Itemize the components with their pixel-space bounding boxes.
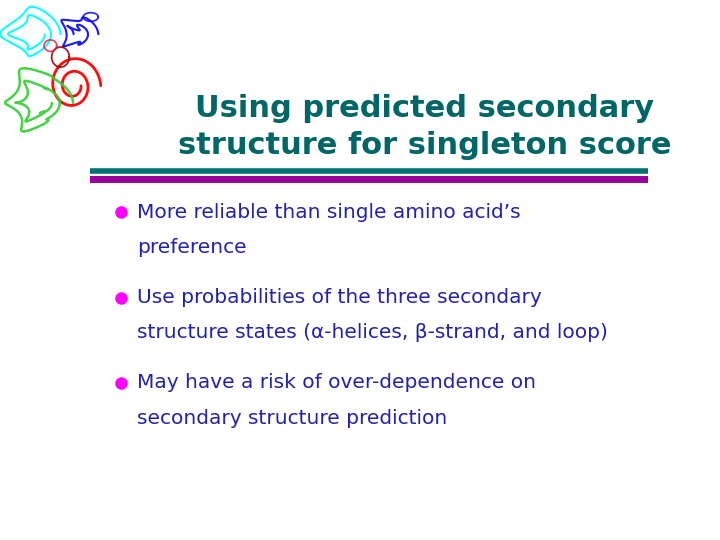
- Text: secondary structure prediction: secondary structure prediction: [138, 409, 448, 428]
- Text: preference: preference: [138, 238, 247, 257]
- Text: More reliable than single amino acid’s: More reliable than single amino acid’s: [138, 203, 521, 222]
- Text: structure states (α-helices, β-strand, and loop): structure states (α-helices, β-strand, a…: [138, 323, 608, 342]
- Text: structure for singleton score: structure for singleton score: [178, 131, 672, 160]
- Text: May have a risk of over-dependence on: May have a risk of over-dependence on: [138, 373, 536, 393]
- Text: Using predicted secondary: Using predicted secondary: [195, 94, 654, 123]
- Text: Use probabilities of the three secondary: Use probabilities of the three secondary: [138, 288, 542, 307]
